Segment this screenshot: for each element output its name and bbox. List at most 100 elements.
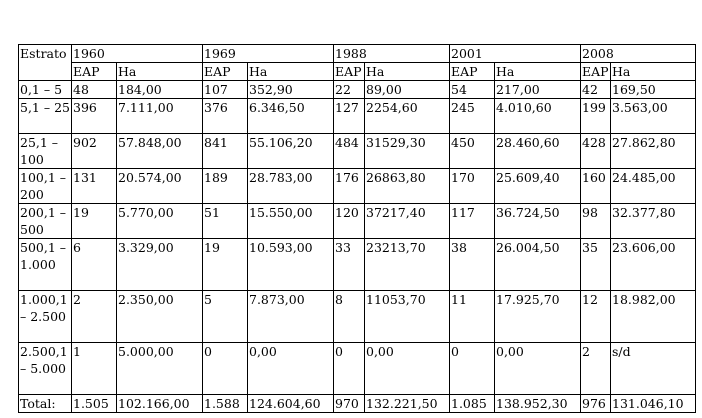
- ha-cell: 2254,60: [364, 98, 450, 134]
- ha-cell: 17.925,70: [494, 290, 581, 343]
- ha-cell: 26.004,50: [494, 238, 581, 291]
- eap-cell: 42: [580, 80, 611, 99]
- ha-cell: 0,00: [364, 342, 450, 395]
- eap-cell: 8: [333, 290, 365, 343]
- table-row: 1.000,1 – 2.500 2 2.350,00 5 7.873,00 8 11053,…: [18, 290, 696, 343]
- eap-header: EAP: [71, 62, 117, 81]
- eap-header: EAP: [580, 62, 611, 81]
- eap-cell: 199: [580, 98, 611, 134]
- header-row-units: EAP Ha EAP Ha EAP Ha EAP Ha EAP Ha: [19, 62, 696, 81]
- ha-cell: 24.485,00: [610, 168, 696, 204]
- eap-cell: 117: [449, 203, 495, 239]
- total-eap-cell: 976: [580, 394, 611, 413]
- eap-cell: 11: [449, 290, 495, 343]
- table-row: 200,1 – 500 19 5.770,00 51 15.550,00 120 37217…: [18, 203, 696, 239]
- stratum-cell: 200,1 – 500: [18, 203, 72, 239]
- ha-header: Ha: [116, 62, 203, 81]
- stratum-cell: 5,1 – 25: [18, 98, 72, 134]
- ha-cell: 25.609,40: [494, 168, 581, 204]
- ha-cell: 31529,30: [364, 133, 450, 169]
- eap-cell: 2: [71, 290, 117, 343]
- ha-cell: 0,00: [494, 342, 581, 395]
- total-ha-cell: 132.221,50: [364, 394, 450, 413]
- ha-cell: 169,50: [610, 80, 696, 99]
- table-row: 25,1 – 100 902 57.848,00 841 55.106,20 484 315…: [18, 133, 696, 169]
- eap-cell: 35: [580, 238, 611, 291]
- eap-cell: 54: [449, 80, 495, 99]
- ha-cell: 0,00: [247, 342, 334, 395]
- total-ha-cell: 131.046,10: [610, 394, 696, 413]
- ha-cell: 11053,70: [364, 290, 450, 343]
- ha-cell: 20.574,00: [116, 168, 203, 204]
- year-header: 1988: [333, 44, 450, 63]
- stratum-cell: 2.500,1 – 5.000: [18, 342, 72, 395]
- ha-cell: 2.350,00: [116, 290, 203, 343]
- eap-cell: 12: [580, 290, 611, 343]
- ha-cell: 3.563,00: [610, 98, 696, 134]
- eap-cell: 176: [333, 168, 365, 204]
- eap-cell: 0: [202, 342, 248, 395]
- total-ha-cell: 138.952,30: [494, 394, 581, 413]
- stratum-header: Estrato: [18, 44, 72, 81]
- ha-cell: 57.848,00: [116, 133, 203, 169]
- eap-cell: 33: [333, 238, 365, 291]
- ha-cell: 5.000,00: [116, 342, 203, 395]
- year-header: 1960: [71, 44, 203, 63]
- eap-cell: 19: [202, 238, 248, 291]
- ha-cell: 184,00: [116, 80, 203, 99]
- ha-cell: 23213,70: [364, 238, 450, 291]
- stratum-cell: 0,1 – 5: [18, 80, 72, 99]
- ha-cell: 217,00: [494, 80, 581, 99]
- eap-cell: 98: [580, 203, 611, 239]
- eap-header: EAP: [202, 62, 248, 81]
- total-eap-cell: 1.505: [71, 394, 117, 413]
- ha-cell: 32.377,80: [610, 203, 696, 239]
- ha-cell: 37217,40: [364, 203, 450, 239]
- eap-cell: 22: [333, 80, 365, 99]
- ha-cell: 28.783,00: [247, 168, 334, 204]
- eap-cell: 189: [202, 168, 248, 204]
- eap-header: EAP: [333, 62, 365, 81]
- eap-cell: 2: [580, 342, 611, 395]
- ha-cell: 352,90: [247, 80, 334, 99]
- table-row: 2.500,1 – 5.000 1 5.000,00 0 0,00 0 0,00 0 0,00 2…: [18, 342, 696, 395]
- eap-cell: 0: [333, 342, 365, 395]
- ha-cell: 4.010,60: [494, 98, 581, 134]
- eap-cell: 6: [71, 238, 117, 291]
- ha-cell: 26863,80: [364, 168, 450, 204]
- land-stratum-table: Estrato 1960 1969 1988 2001 2008 EAP Ha …: [18, 44, 696, 413]
- eap-cell: 19: [71, 203, 117, 239]
- eap-cell: 5: [202, 290, 248, 343]
- eap-cell: 396: [71, 98, 117, 134]
- eap-cell: 484: [333, 133, 365, 169]
- eap-cell: 160: [580, 168, 611, 204]
- ha-cell: 23.606,00: [610, 238, 696, 291]
- total-row: Total: 1.505 102.166,00 1.588 124.604,60 970 1…: [18, 394, 696, 413]
- eap-cell: 51: [202, 203, 248, 239]
- eap-cell: 48: [71, 80, 117, 99]
- table-row: 100,1 – 200 131 20.574,00 189 28.783,00 176 26…: [18, 168, 696, 204]
- total-eap-cell: 1.588: [202, 394, 248, 413]
- eap-cell: 1: [71, 342, 117, 395]
- eap-cell: 127: [333, 98, 365, 134]
- total-eap-cell: 970: [333, 394, 365, 413]
- eap-cell: 170: [449, 168, 495, 204]
- eap-header: EAP: [449, 62, 495, 81]
- eap-cell: 376: [202, 98, 248, 134]
- year-header: 1969: [202, 44, 334, 63]
- ha-header: Ha: [494, 62, 581, 81]
- total-ha-cell: 124.604,60: [247, 394, 334, 413]
- eap-cell: 450: [449, 133, 495, 169]
- ha-cell: 55.106,20: [247, 133, 334, 169]
- table-row: 0,1 – 5 48 184,00 107 352,90 22 89,00 54 217,00 4…: [18, 80, 696, 99]
- stratum-cell: 25,1 – 100: [18, 133, 72, 169]
- eap-cell: 38: [449, 238, 495, 291]
- ha-cell: 89,00: [364, 80, 450, 99]
- ha-header: Ha: [364, 62, 450, 81]
- ha-cell: 36.724,50: [494, 203, 581, 239]
- eap-cell: 131: [71, 168, 117, 204]
- ha-cell: 27.862,80: [610, 133, 696, 169]
- ha-cell: 10.593,00: [247, 238, 334, 291]
- ha-cell: 6.346,50: [247, 98, 334, 134]
- eap-cell: 120: [333, 203, 365, 239]
